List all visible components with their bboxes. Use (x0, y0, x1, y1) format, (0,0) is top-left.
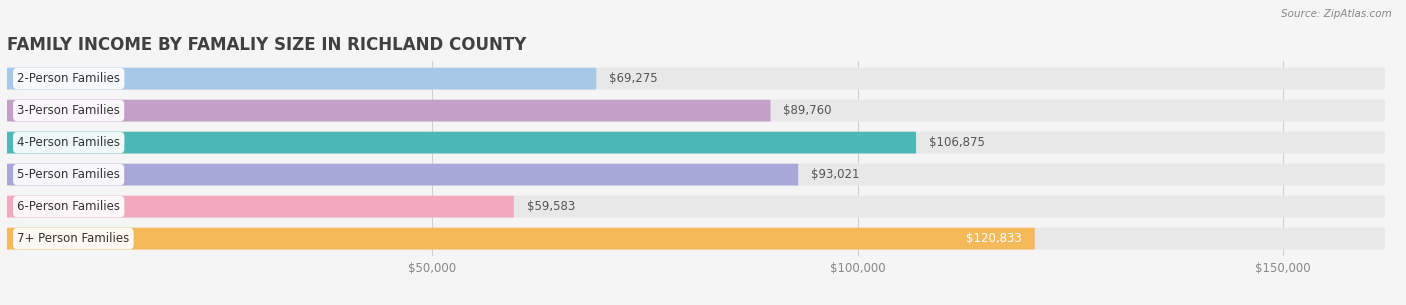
Text: Source: ZipAtlas.com: Source: ZipAtlas.com (1281, 9, 1392, 19)
Text: $106,875: $106,875 (929, 136, 984, 149)
FancyBboxPatch shape (7, 132, 917, 153)
FancyBboxPatch shape (7, 228, 1385, 249)
Text: FAMILY INCOME BY FAMALIY SIZE IN RICHLAND COUNTY: FAMILY INCOME BY FAMALIY SIZE IN RICHLAN… (7, 36, 526, 54)
FancyBboxPatch shape (7, 68, 596, 89)
FancyBboxPatch shape (7, 68, 1385, 89)
Text: 4-Person Families: 4-Person Families (17, 136, 121, 149)
Text: $59,583: $59,583 (527, 200, 575, 213)
FancyBboxPatch shape (7, 100, 770, 121)
FancyBboxPatch shape (7, 100, 1385, 121)
FancyBboxPatch shape (7, 228, 1035, 249)
Text: 3-Person Families: 3-Person Families (17, 104, 120, 117)
FancyBboxPatch shape (7, 132, 1385, 153)
Text: 2-Person Families: 2-Person Families (17, 72, 121, 85)
Text: 6-Person Families: 6-Person Families (17, 200, 121, 213)
Text: $93,021: $93,021 (811, 168, 859, 181)
FancyBboxPatch shape (7, 164, 1385, 185)
Text: 5-Person Families: 5-Person Families (17, 168, 120, 181)
FancyBboxPatch shape (7, 196, 513, 217)
FancyBboxPatch shape (7, 196, 1385, 217)
FancyBboxPatch shape (7, 164, 799, 185)
Text: $120,833: $120,833 (966, 232, 1022, 245)
Text: 7+ Person Families: 7+ Person Families (17, 232, 129, 245)
Text: $89,760: $89,760 (783, 104, 832, 117)
Text: $69,275: $69,275 (609, 72, 658, 85)
